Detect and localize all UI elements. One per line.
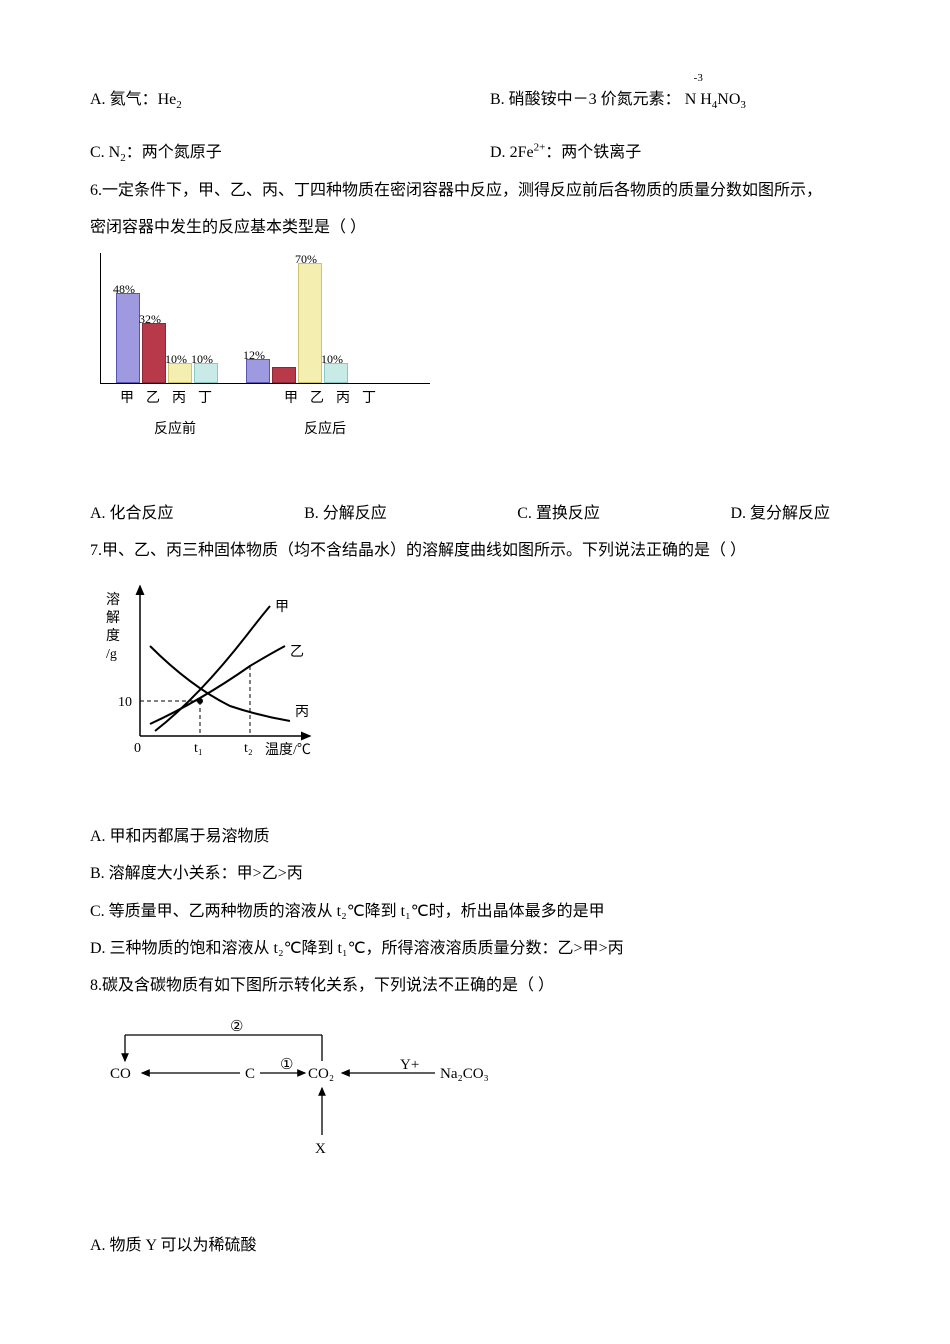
- q6-text1: 一定条件下，甲、乙、丙、丁四种物质在密闭容器中反应，测得反应前后各物质的质量分数…: [102, 182, 822, 199]
- bar-tick: 甲: [278, 384, 304, 415]
- optD-pre: 2Fe: [510, 144, 534, 161]
- svg-text:解: 解: [106, 610, 120, 626]
- bar-tick: 甲: [114, 384, 140, 415]
- q7-solubility-chart: 溶 解 度 /g 10 甲 乙 丙 0 t₁ t₂: [100, 576, 330, 779]
- q7-text: 甲、乙、丙三种固体物质（均不含结晶水）的溶解度曲线如图所示。下列说法正确的是（ …: [102, 542, 746, 559]
- q8-num: 8.: [90, 977, 102, 994]
- svg-text:溶: 溶: [106, 592, 120, 608]
- bar: 32%: [142, 323, 166, 383]
- svg-text:Y+: Y+: [400, 1057, 419, 1073]
- optD-label: D.: [490, 144, 506, 161]
- bar: 10%: [168, 363, 192, 383]
- bar: [272, 367, 296, 383]
- optC-pre: N: [109, 144, 121, 161]
- bar-label: 70%: [295, 246, 317, 272]
- svg-text:C: C: [245, 1066, 255, 1082]
- q6-optA: A. 化合反应: [90, 496, 174, 531]
- q6-barchart: 48%32%10%10%12%70%10% 甲乙丙丁甲乙丙丁 反应前反应后: [100, 253, 430, 446]
- bar-caption: 反应前: [100, 415, 250, 446]
- bar-label: 12%: [243, 342, 265, 368]
- q6-stem: 6.一定条件下，甲、乙、丙、丁四种物质在密闭容器中反应，测得反应前后各物质的质量…: [90, 173, 860, 208]
- optA-text: 氦气：He: [110, 91, 177, 108]
- svg-text:CO₂: CO₂: [308, 1066, 334, 1082]
- svg-text:度: 度: [106, 628, 120, 644]
- bar-tick: 丁: [356, 384, 382, 415]
- optC-text: ：两个氮原子: [126, 144, 222, 161]
- q5-row2: C. N2：两个氮原子 D. 2Fe2+：两个铁离子: [90, 135, 860, 170]
- bar: 10%: [194, 363, 218, 383]
- svg-text:丙: 丙: [295, 705, 309, 720]
- bar: 70%: [298, 263, 322, 383]
- q7-stem: 7.甲、乙、丙三种固体物质（均不含结晶水）的溶解度曲线如图所示。下列说法正确的是…: [90, 533, 860, 568]
- svg-text:10: 10: [118, 695, 132, 710]
- optA-label: A.: [90, 91, 106, 108]
- q8-stem: 8.碳及含碳物质有如下图所示转化关系，下列说法不正确的是（ ）: [90, 968, 860, 1003]
- q5-row1: A. 氦气：He2 B. 硝酸铵中－3 价氮元素： -3 N H 4NO3: [90, 82, 860, 117]
- bar: 12%: [246, 359, 270, 383]
- svg-text:Na₂CO₃: Na₂CO₃: [440, 1066, 489, 1082]
- flow-svg: CO C CO₂ Na₂CO₃ Y+ X ① ②: [100, 1013, 520, 1163]
- q5-optD: D. 2Fe2+：两个铁离子: [490, 135, 641, 170]
- q7-optA: A. 甲和丙都属于易溶物质: [90, 819, 860, 854]
- q8-optA: A. 物质 Y 可以为稀硫酸: [90, 1228, 860, 1263]
- bar: 48%: [116, 293, 140, 383]
- q6-optC: C. 置换反应: [517, 496, 600, 531]
- svg-text:温度/℃: 温度/℃: [265, 742, 311, 758]
- optB-top: -3: [685, 66, 712, 90]
- q5-optA: A. 氦气：He2: [90, 82, 480, 117]
- bar: 10%: [324, 363, 348, 383]
- bar-ticks: 甲乙丙丁: [100, 384, 264, 415]
- bar-label: 10%: [165, 346, 187, 372]
- svg-text:CO: CO: [110, 1066, 131, 1082]
- optB-text: 硝酸铵中－3 价氮元素：: [509, 91, 681, 108]
- q7-optC: C. 等质量甲、乙两种物质的溶液从 t₂℃降到 t₁℃时，析出晶体最多的是甲: [90, 894, 860, 929]
- bar-tick: 乙: [304, 384, 330, 415]
- bar-label: 32%: [139, 306, 161, 332]
- bar-group: 48%32%10%10%: [115, 293, 219, 383]
- q5-optC: C. N2：两个氮原子: [90, 135, 480, 170]
- bar-tick: 丁: [192, 384, 218, 415]
- q6-stem2: 密闭容器中发生的反应基本类型是（ ）: [90, 210, 860, 245]
- svg-text:/g: /g: [106, 647, 117, 662]
- q8-text: 碳及含碳物质有如下图所示转化关系，下列说法不正确的是（ ）: [102, 977, 554, 994]
- q6-optB: B. 分解反应: [304, 496, 387, 531]
- svg-text:乙: 乙: [290, 644, 304, 660]
- optD-text: ：两个铁离子: [545, 144, 641, 161]
- bar-ticks: 甲乙丙丁: [264, 384, 428, 415]
- q5-optB: B. 硝酸铵中－3 价氮元素： -3 N H 4NO3: [490, 82, 746, 117]
- q8-flowchart: CO C CO₂ Na₂CO₃ Y+ X ① ②: [100, 1013, 520, 1176]
- q7-num: 7.: [90, 542, 102, 559]
- svg-text:0: 0: [134, 741, 141, 756]
- bar-label: 10%: [321, 346, 343, 372]
- svg-text:X: X: [315, 1141, 326, 1157]
- q6-optD: D. 复分解反应: [730, 496, 830, 531]
- optD-sup: 2+: [534, 142, 546, 154]
- barchart-captions: 反应前反应后: [100, 415, 430, 446]
- optB-label: B.: [490, 91, 505, 108]
- q6-options: A. 化合反应 B. 分解反应 C. 置换反应 D. 复分解反应: [90, 496, 830, 531]
- bar-caption: 反应后: [250, 415, 400, 446]
- solubility-svg: 溶 解 度 /g 10 甲 乙 丙 0 t₁ t₂: [100, 576, 330, 766]
- bar-label: 10%: [191, 346, 213, 372]
- svg-text:t₂: t₂: [244, 741, 253, 756]
- q7-optD: D. 三种物质的饱和溶液从 t₂℃降到 t₁℃，所得溶液溶质质量分数：乙>甲>丙: [90, 931, 860, 966]
- svg-text:t₁: t₁: [194, 741, 203, 756]
- optB-formula: -3 N H: [685, 82, 712, 117]
- svg-text:②: ②: [230, 1019, 243, 1035]
- barchart-frame: 48%32%10%10%12%70%10%: [100, 253, 430, 384]
- optA-sub: 2: [176, 99, 182, 111]
- bar-tick: 乙: [140, 384, 166, 415]
- bar-label: 48%: [113, 276, 135, 302]
- q6-num: 6.: [90, 182, 102, 199]
- bar-group: 12% 70%10%: [245, 263, 349, 383]
- svg-text:甲: 甲: [275, 600, 289, 615]
- bar-tick: 丙: [330, 384, 356, 415]
- barchart-ticks: 甲乙丙丁甲乙丙丁: [100, 384, 430, 415]
- optC-label: C.: [90, 144, 105, 161]
- q7-optB: B. 溶解度大小关系：甲>乙>丙: [90, 856, 860, 891]
- bar-tick: 丙: [166, 384, 192, 415]
- svg-text:①: ①: [280, 1057, 293, 1073]
